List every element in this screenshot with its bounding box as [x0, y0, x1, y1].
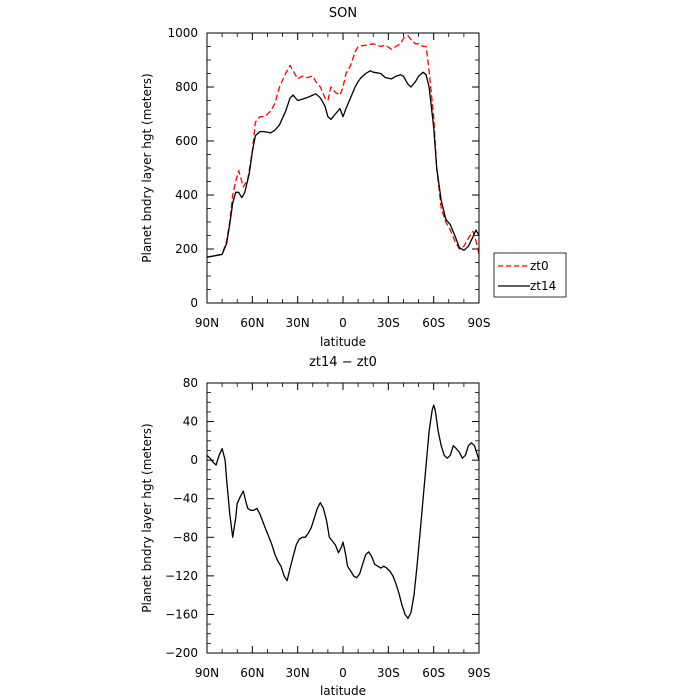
top-series-line-zt14	[206, 70, 480, 258]
top-x-tick-label: 30S	[377, 316, 400, 330]
bottom-y-tick-label: 80	[183, 376, 198, 390]
top-x-tick-label: 90N	[195, 316, 219, 330]
bottom-y-tick-label: −120	[165, 569, 198, 583]
top-x-tick-label: 30N	[286, 316, 310, 330]
bottom-y-tick-label: −200	[165, 646, 198, 660]
top-series-lines	[206, 35, 480, 258]
top-axis-ticks	[206, 32, 480, 304]
top-series-line-zt0	[206, 35, 480, 258]
bottom-y-tick-label: −160	[165, 607, 198, 621]
bottom-series-lines	[206, 404, 480, 619]
bottom-x-tick-label: 90N	[195, 666, 219, 680]
bottom-x-axis-label: latitude	[320, 684, 366, 698]
bottom-y-axis-label: Planet bndry layer hgt (meters)	[140, 423, 154, 613]
top-x-axis-label: latitude	[320, 335, 366, 349]
bottom-series-line-0	[206, 404, 480, 619]
top-x-tick-label: 0	[339, 316, 347, 330]
top-panel: SON 90N 60N 30N 0 30S 60S 90S 0 200 400 600 800 1000…	[140, 6, 490, 349]
bottom-x-tick-label: 30S	[377, 666, 400, 680]
top-x-tick-label: 90S	[468, 316, 491, 330]
bottom-panel: zt14 − zt0 90N 60N 30N 0 30S 60S 90S −200 −160 −1…	[140, 355, 490, 698]
legend: zt0 zt14	[493, 252, 567, 298]
legend-box	[493, 252, 567, 298]
top-y-tick-label: 200	[175, 242, 198, 256]
legend-label-zt0: zt0	[530, 259, 549, 273]
bottom-x-tick-label: 0	[339, 666, 347, 680]
bottom-x-tick-label: 60N	[240, 666, 264, 680]
bottom-x-tick-label: 30N	[286, 666, 310, 680]
top-chart-title: SON	[329, 6, 357, 21]
top-y-tick-label: 1000	[167, 26, 198, 40]
bottom-y-tick-label: −80	[173, 530, 198, 544]
bottom-plot-frame	[206, 382, 480, 654]
bottom-y-tick-label: 0	[190, 453, 198, 467]
top-x-tick-label: 60S	[422, 316, 445, 330]
bottom-chart-title: zt14 − zt0	[309, 355, 377, 370]
top-y-axis-label: Planet bndry layer hgt (meters)	[140, 73, 154, 263]
top-y-tick-label: 400	[175, 188, 198, 202]
top-x-tick-label: 60N	[240, 316, 264, 330]
top-y-tick-label: 800	[175, 80, 198, 94]
bottom-tick-labels: 90N 60N 30N 0 30S 60S 90S −200 −160 −120 −80 −40 0 40…	[165, 376, 490, 680]
top-y-tick-label: 600	[175, 134, 198, 148]
bottom-y-tick-label: 40	[183, 415, 198, 429]
top-tick-labels: 90N 60N 30N 0 30S 60S 90S 0 200 400 600 800 1000	[167, 26, 490, 330]
bottom-y-tick-label: −40	[173, 492, 198, 506]
bottom-axis-ticks	[206, 382, 480, 654]
top-y-tick-label: 0	[190, 296, 198, 310]
bottom-x-tick-label: 60S	[422, 666, 445, 680]
top-plot-frame	[206, 32, 480, 304]
legend-label-zt14: zt14	[530, 279, 556, 293]
bottom-x-tick-label: 90S	[468, 666, 491, 680]
